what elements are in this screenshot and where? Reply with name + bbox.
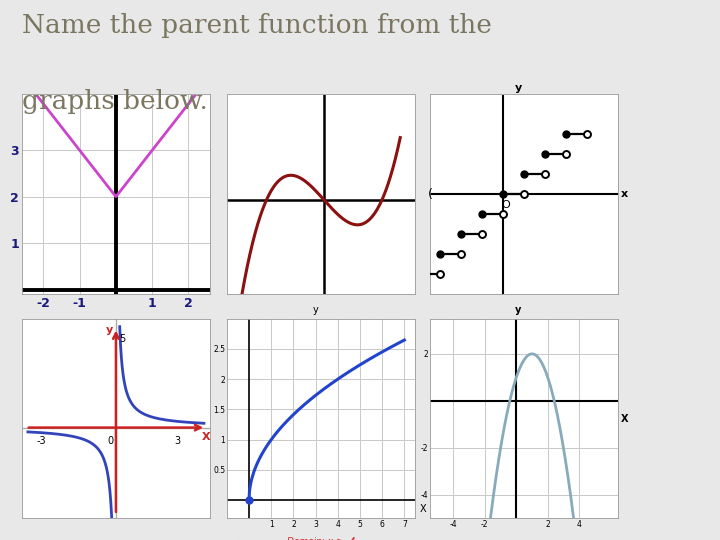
Text: (: (	[428, 188, 433, 201]
Text: y: y	[312, 305, 318, 315]
Text: x: x	[621, 190, 628, 199]
Text: X: X	[202, 433, 210, 442]
Text: 3: 3	[175, 436, 181, 446]
Text: ◄: ◄	[230, 536, 238, 540]
Text: 5: 5	[119, 334, 125, 344]
Text: y: y	[105, 325, 113, 335]
Text: y: y	[516, 305, 522, 315]
Text: O: O	[502, 200, 510, 211]
Text: -3: -3	[36, 436, 46, 446]
Text: graphs below.: graphs below.	[22, 89, 207, 114]
Text: X: X	[419, 504, 426, 515]
Text: Name the parent function from the: Name the parent function from the	[22, 14, 492, 38]
Text: Domain: x ≥ -4: Domain: x ≥ -4	[287, 537, 355, 540]
Text: y: y	[515, 83, 522, 92]
Text: 0: 0	[107, 436, 114, 446]
Text: ►: ►	[402, 536, 410, 540]
Text: X: X	[621, 414, 628, 423]
